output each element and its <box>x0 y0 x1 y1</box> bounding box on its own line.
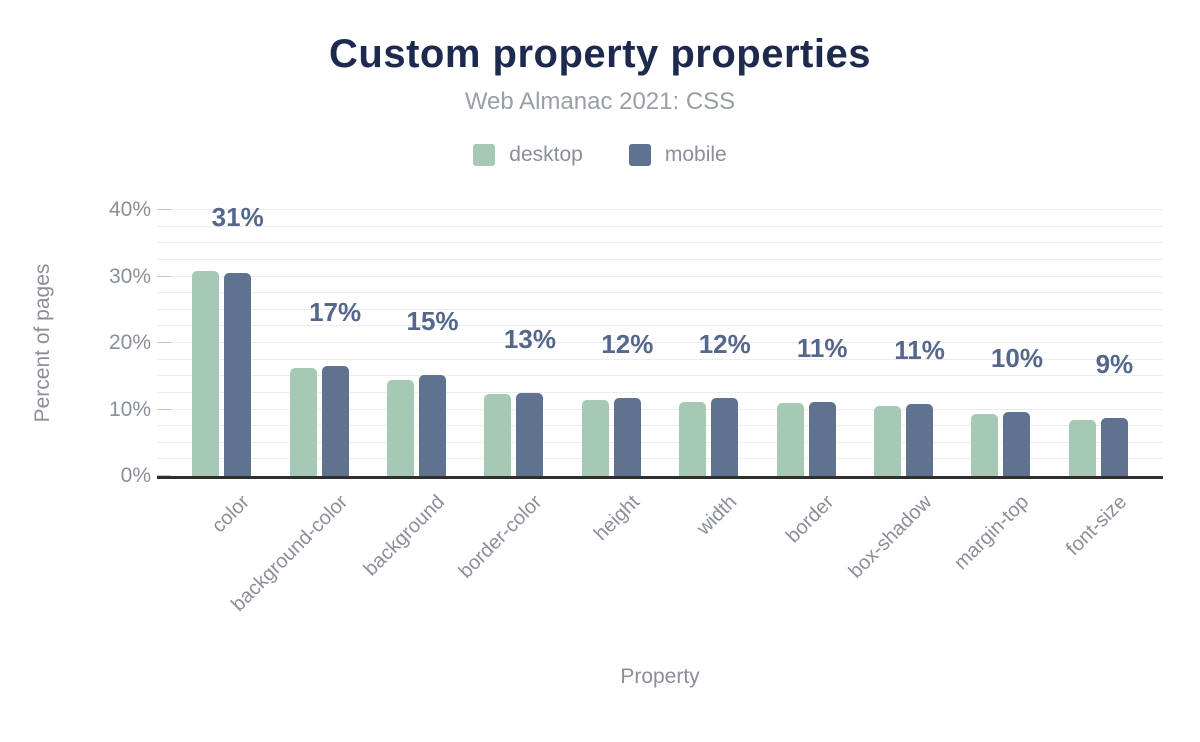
x-tick-label: color <box>208 491 255 538</box>
bar-desktop[interactable] <box>192 270 220 476</box>
gridline <box>157 242 1163 244</box>
legend: desktop mobile <box>0 143 1200 167</box>
bar-group: 10% margin-top <box>950 210 1049 574</box>
bar-group: 11% border <box>757 210 854 547</box>
x-tick-label: background <box>359 491 450 581</box>
gridline <box>157 275 1163 277</box>
bar-pair <box>757 402 854 476</box>
bar-pair <box>173 270 270 476</box>
gridline <box>157 308 1163 310</box>
bar-desktop[interactable] <box>387 380 415 476</box>
x-axis-title: Property <box>620 665 700 688</box>
legend-label-desktop: desktop <box>509 143 583 166</box>
value-label: 11% <box>894 335 945 366</box>
bar-pair <box>368 374 465 476</box>
bar-pair <box>563 398 660 476</box>
bar-mobile[interactable] <box>613 398 641 476</box>
bar-pair <box>270 366 367 476</box>
bar-mobile[interactable] <box>1003 412 1031 476</box>
gridline <box>157 225 1163 227</box>
bar-mobile[interactable] <box>516 392 544 476</box>
bar-group: 17% background-color <box>227 210 367 616</box>
bar-group: 31% color <box>173 202 270 537</box>
gridline <box>157 441 1163 443</box>
value-label: 13% <box>503 323 556 354</box>
gridline <box>157 458 1163 460</box>
chart-title: Custom property properties <box>329 32 871 76</box>
value-label: 31% <box>211 201 264 232</box>
bar-group: 12% width <box>660 210 757 540</box>
gridline <box>157 408 1163 410</box>
bar-groups: 31% color 17% background-color 15% background… <box>173 202 1147 616</box>
bar-desktop[interactable] <box>581 400 609 476</box>
x-tick-label: font-size <box>1061 491 1131 561</box>
value-label: 15% <box>406 305 459 336</box>
bar-group: 13% border-color <box>455 210 562 583</box>
value-label: 10% <box>990 343 1043 374</box>
y-tick-label: 40% <box>108 198 151 221</box>
y-axis-title: Percent of pages <box>31 263 54 423</box>
x-tick-label: margin-top <box>950 491 1034 575</box>
y-tick-label: 30% <box>108 264 151 288</box>
y-tick-label: 20% <box>108 331 151 354</box>
gridline <box>157 358 1163 360</box>
value-label: 12% <box>601 329 654 360</box>
gridline <box>157 375 1163 377</box>
bar-pair <box>1050 418 1147 476</box>
bar-desktop[interactable] <box>679 401 707 476</box>
bar-mobile[interactable] <box>808 402 836 476</box>
y-tick-label: 0% <box>120 464 151 487</box>
x-tick-label: box-shadow <box>844 491 937 583</box>
y-tick <box>157 408 171 410</box>
bar-desktop[interactable] <box>776 402 804 476</box>
bar-desktop[interactable] <box>874 406 902 476</box>
x-tick-label: border <box>782 491 839 548</box>
legend-item-mobile: mobile <box>628 143 727 167</box>
y-tick <box>157 342 171 343</box>
bar-pair <box>855 404 952 476</box>
gridline <box>157 391 1163 393</box>
x-tick-label: height <box>589 491 644 546</box>
value-label: 17% <box>309 297 362 328</box>
y-tick-label: 10% <box>108 397 151 421</box>
bar-mobile[interactable] <box>1100 418 1128 476</box>
gridline <box>157 342 1163 343</box>
bar-mobile[interactable] <box>711 398 739 476</box>
bar-mobile[interactable] <box>321 366 349 476</box>
gridline <box>157 325 1163 327</box>
bar-pair <box>465 392 562 476</box>
bar-pair <box>952 412 1049 476</box>
y-tick <box>157 475 171 476</box>
gridline <box>157 209 1163 210</box>
x-tick-label: border-color <box>454 491 547 583</box>
bar-desktop[interactable] <box>1068 420 1096 476</box>
bar-desktop[interactable] <box>289 368 317 476</box>
legend-label-mobile: mobile <box>664 143 727 166</box>
value-label: 12% <box>698 329 751 360</box>
chart-subtitle: Web Almanac 2021: CSS <box>464 88 736 115</box>
gridline <box>157 425 1163 427</box>
mobile-swatch <box>628 144 651 166</box>
gridline <box>157 292 1163 294</box>
legend-item-desktop: desktop <box>473 143 583 167</box>
bar-group: 12% height <box>563 210 660 545</box>
bar-mobile[interactable] <box>906 404 934 476</box>
bar-desktop[interactable] <box>971 414 999 476</box>
bar-group: 9% font-size <box>1050 210 1147 560</box>
bar-mobile[interactable] <box>419 374 447 476</box>
x-tick-label: width <box>692 491 742 540</box>
bar-group: 15% background <box>360 210 465 581</box>
bar-mobile[interactable] <box>224 273 252 476</box>
y-tick <box>157 275 171 277</box>
bar-pair <box>660 398 757 476</box>
bar-desktop[interactable] <box>484 394 512 476</box>
value-label: 9% <box>1095 349 1134 380</box>
desktop-swatch <box>473 144 496 166</box>
bar-group: 11% box-shadow <box>844 210 952 583</box>
y-tick <box>157 209 171 210</box>
plot-area: 0% 10% 20% 30% 40% 31% color 17% background-colo… <box>109 198 1163 616</box>
gridline <box>157 258 1163 260</box>
value-label: 11% <box>796 333 848 364</box>
